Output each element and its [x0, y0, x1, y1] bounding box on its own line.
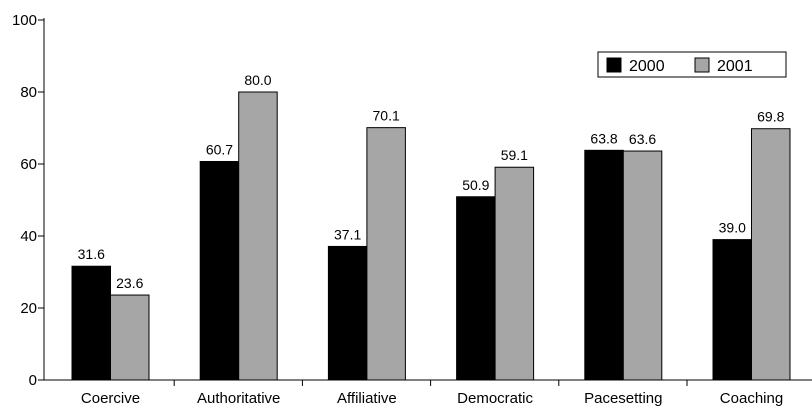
- legend-label-2001: 2001: [717, 58, 753, 75]
- value-label: 59.1: [501, 147, 528, 163]
- legend-box: [597, 51, 787, 78]
- x-category-label: Pacesetting: [584, 390, 662, 407]
- x-category-label: Democratic: [457, 390, 533, 407]
- bars: [71, 91, 791, 381]
- y-tick-label: 80: [20, 84, 37, 101]
- value-label: 31.6: [78, 246, 105, 262]
- bar-2001-democratic: [494, 166, 535, 381]
- x-category-label: Coercive: [81, 390, 140, 407]
- bar-2001-affiliative: [366, 127, 406, 381]
- bar-2000-pacesetting: [584, 149, 624, 381]
- bar-2001-coaching: [751, 128, 791, 381]
- y-tick-label: 40: [20, 228, 37, 245]
- value-label: 63.8: [590, 130, 617, 146]
- value-label: 37.1: [334, 226, 361, 242]
- x-axis: Coercive Authoritative Affiliative Democrat…: [44, 379, 812, 407]
- value-label: 50.9: [462, 177, 489, 193]
- value-label: 70.1: [373, 108, 400, 124]
- value-label: 23.6: [116, 275, 143, 291]
- bar-2000-authoritative: [199, 160, 240, 381]
- legend-swatch-2001: [694, 57, 710, 73]
- bar-2000-coercive: [71, 265, 111, 381]
- value-label: 63.6: [629, 131, 656, 147]
- legend-swatch-2000: [606, 57, 622, 73]
- y-tick-label: 100: [12, 12, 37, 29]
- x-category-label: Affiliative: [337, 390, 397, 407]
- y-tick-label: 60: [20, 156, 37, 173]
- bar-2001-authoritative: [238, 91, 278, 381]
- x-category-label: Authoritative: [197, 390, 280, 407]
- value-label: 60.7: [206, 141, 233, 157]
- y-axis: 0 20 40 60 80 100: [12, 12, 45, 389]
- bar-2001-coercive: [110, 294, 150, 381]
- bar-2000-democratic: [456, 196, 496, 381]
- value-label: 80.0: [244, 72, 271, 88]
- bar-2000-coaching: [712, 239, 752, 381]
- legend: 2000 2001: [597, 51, 787, 78]
- legend-label-2000: 2000: [629, 58, 665, 75]
- value-label: 69.8: [757, 109, 784, 125]
- value-labels: 31.6 23.6 60.7 80.0 37.1 70.1 50.9 59.1 63.8 63.6…: [78, 72, 785, 291]
- x-category-label: Coaching: [720, 390, 783, 407]
- bar-2000-affiliative: [327, 245, 368, 381]
- y-tick-label: 0: [29, 372, 37, 389]
- bar-2001-pacesetting: [622, 150, 663, 381]
- y-tick-label: 20: [20, 300, 37, 317]
- value-label: 39.0: [719, 220, 746, 236]
